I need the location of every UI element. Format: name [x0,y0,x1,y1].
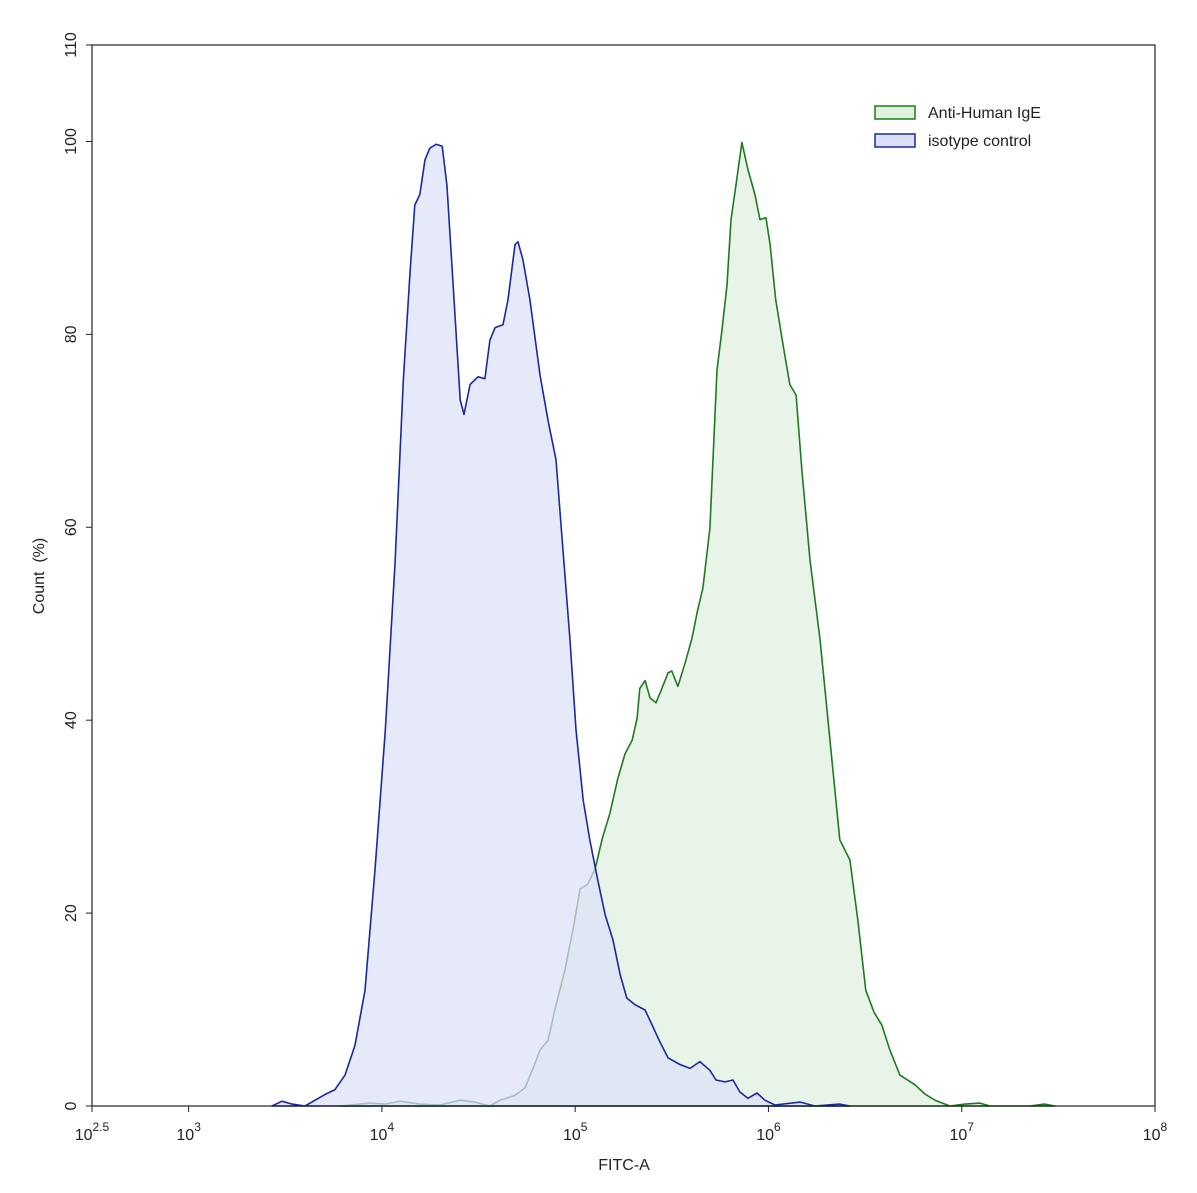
y-tick-label: 0 [63,1101,80,1110]
tick-base: 10 [75,1127,93,1144]
tick-base: 10 [176,1127,194,1144]
x-tick-label: 107 [949,1120,974,1144]
tick-base: 10 [949,1127,967,1144]
tick-exponent: 7 [967,1120,974,1134]
y-tick-label: 80 [63,325,80,343]
y-tick-label: 20 [63,904,80,922]
y-tick-label: 60 [63,518,80,536]
legend-swatch [874,105,916,120]
tick-base: 10 [1143,1127,1161,1144]
x-tick-label: 105 [563,1120,588,1144]
y-tick-label: 100 [63,128,80,155]
y-tick-label: 40 [63,711,80,729]
x-tick-label: 104 [370,1120,395,1144]
x-tick-label: 103 [176,1120,201,1144]
tick-exponent: 5 [581,1120,588,1134]
plot-frame [91,44,1156,1107]
tick-exponent: 8 [1161,1120,1168,1134]
tick-exponent: 3 [194,1120,201,1134]
legend-label: isotype control [928,133,1031,150]
tick-base: 10 [370,1127,388,1144]
x-tick-label: 106 [756,1120,781,1144]
legend-label: Anti-Human IgE [928,105,1041,122]
tick-exponent: 4 [387,1120,394,1134]
tick-base: 10 [756,1127,774,1144]
tick-base: 10 [563,1127,581,1144]
legend-swatch [874,133,916,148]
x-tick-label: 108 [1143,1120,1168,1144]
x-axis-title: FITC-A [598,1157,650,1174]
y-axis-title: Count (%) [31,538,48,614]
histogram-area [271,143,851,1107]
x-tick-label: 102.5 [75,1120,110,1144]
y-tick-label: 110 [63,32,80,58]
tick-exponent: 2.5 [93,1120,110,1134]
tick-exponent: 6 [774,1120,781,1134]
